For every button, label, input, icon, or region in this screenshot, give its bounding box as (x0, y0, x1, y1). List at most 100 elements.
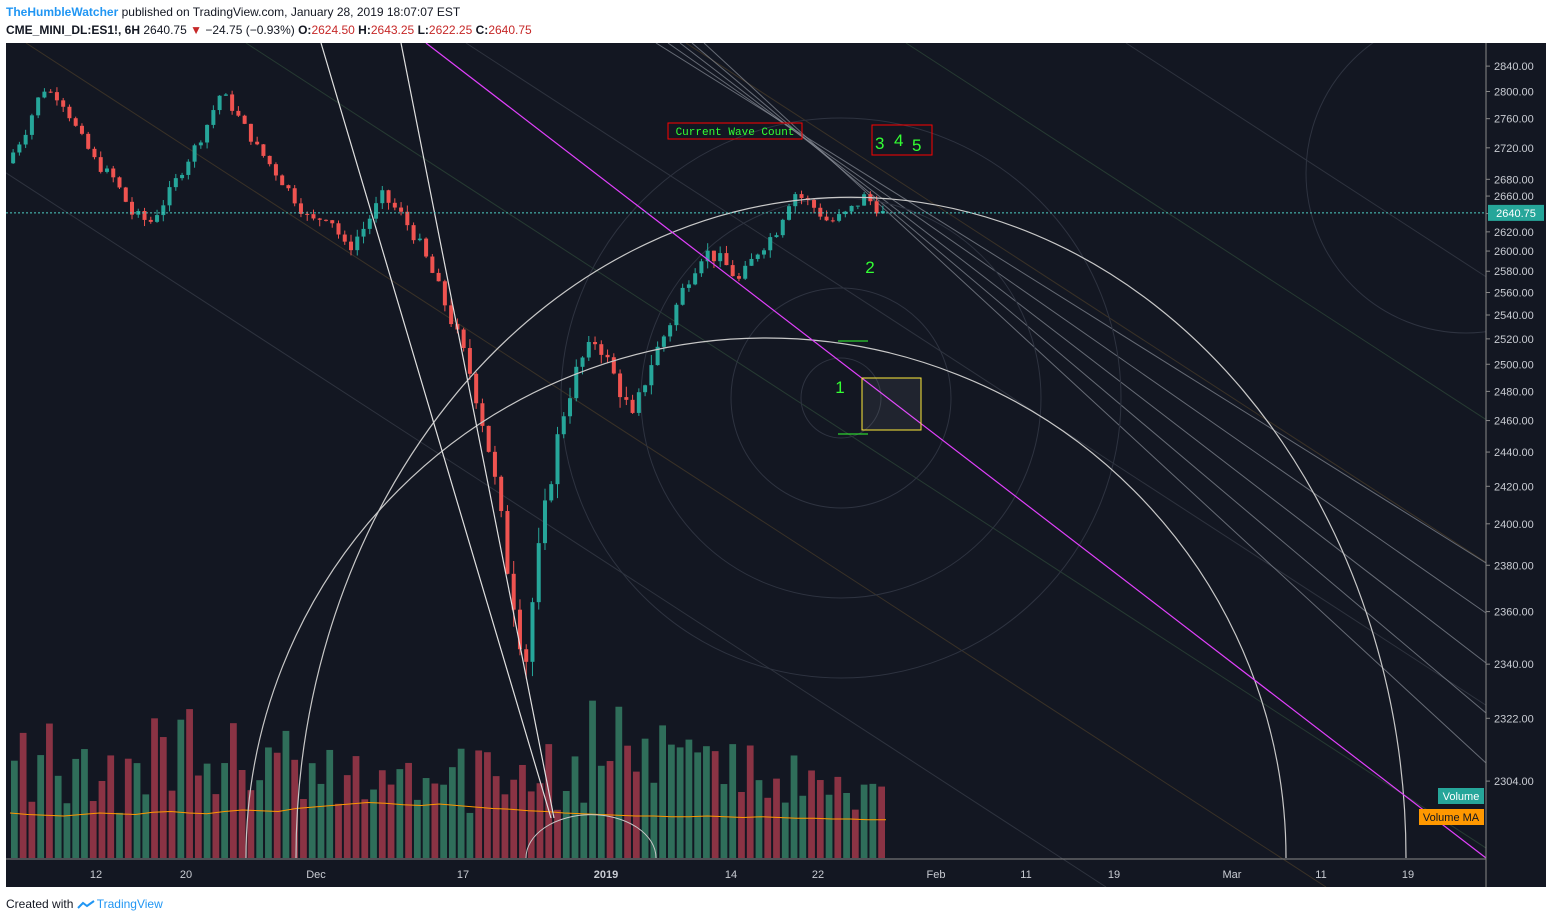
price-tick-label: 2322.00 (1494, 713, 1534, 725)
volume-bar (413, 799, 421, 858)
candle-body (230, 94, 235, 111)
time-tick-label: Dec (306, 869, 326, 881)
high-label: H: (358, 23, 371, 37)
candle-body (630, 399, 635, 413)
candle-body (449, 305, 454, 325)
author-link[interactable]: TheHumbleWatcher (6, 5, 119, 19)
candle-body (411, 225, 416, 241)
candle-body (248, 123, 253, 142)
volume-bar (597, 765, 605, 858)
volume-bar (580, 802, 588, 858)
candle-body (855, 205, 860, 207)
candle-body (724, 253, 729, 266)
volume-bar (370, 789, 377, 858)
candle-body (761, 250, 766, 255)
volume-bar (124, 758, 132, 858)
price-tick-label: 2540.00 (1494, 310, 1534, 322)
published-text: published on TradingView.com, January 28… (121, 5, 461, 19)
candle-body (92, 148, 97, 158)
volume-bar (81, 749, 88, 858)
volume-bar (729, 744, 737, 858)
candle-body (417, 238, 422, 241)
candle-body (267, 155, 272, 165)
chart-area[interactable]: Current Wave Count 3 4 5 2 1 2840.00 2800.00 276… (6, 43, 1546, 887)
volume-bar (431, 783, 439, 858)
candle-body (711, 250, 716, 262)
candle-body (54, 92, 59, 101)
candle-body (436, 272, 441, 282)
volume-bar (335, 803, 342, 858)
candle-body (486, 425, 491, 452)
price-axis[interactable] (1486, 43, 1546, 887)
channel-line (685, 43, 1546, 602)
candle-body (180, 174, 185, 179)
price-tick-label: 2460.00 (1494, 416, 1534, 428)
candle-body (818, 207, 823, 217)
candle-body (568, 398, 573, 417)
last-price: 2640.75 (143, 23, 187, 37)
price-tick-label: 2440.00 (1494, 447, 1534, 459)
volume-bar (300, 799, 307, 858)
volume-bar (405, 762, 412, 858)
target-box[interactable] (861, 377, 922, 431)
volume-bar (562, 791, 570, 858)
price-tick-label: 2380.00 (1494, 560, 1534, 572)
volume-bar (168, 790, 176, 858)
candle-body (605, 354, 610, 358)
price-chart[interactable]: Current Wave Count 3 4 5 2 1 2840.00 2800.00 276… (6, 43, 1546, 887)
channel-line (905, 43, 1546, 460)
price-tick-label: 2340.00 (1494, 659, 1534, 671)
candle-body (636, 392, 641, 413)
legend-volume-text: Volume (1443, 791, 1480, 803)
time-tick-label: Feb (927, 869, 946, 881)
candle-body (837, 214, 842, 221)
volume-bar (194, 775, 202, 858)
tradingview-link[interactable]: TradingView (96, 897, 163, 911)
volume-bar (668, 744, 675, 858)
volume-bar (624, 745, 631, 858)
volume-bar (703, 746, 710, 858)
volume-bar (63, 803, 71, 858)
volume-bar (396, 769, 404, 858)
price-tick-label: 2660.00 (1494, 191, 1534, 203)
footer: Created with TradingView (0, 887, 1551, 922)
candle-body (580, 357, 585, 367)
volume-bar (755, 780, 763, 858)
candle-body (273, 164, 278, 176)
candle-body (36, 97, 41, 116)
time-tick-label: 2019 (594, 869, 618, 881)
candle-body (555, 434, 560, 485)
candle-body (862, 194, 867, 206)
volume-bar (457, 748, 465, 858)
candle-body (336, 223, 341, 235)
volume-bar (475, 750, 483, 858)
candle-body (499, 476, 504, 512)
volume-bar (571, 756, 579, 858)
open-value: 2624.50 (311, 23, 355, 37)
candle-body (236, 110, 241, 116)
volume-bar (440, 784, 447, 858)
volume-bar (159, 737, 167, 858)
symbol-label: CME_MINI_DL:ES1!, 6H (6, 23, 141, 37)
fib-arc-outer (245, 337, 1287, 859)
candle-body (405, 211, 410, 226)
volume-bar (317, 783, 325, 858)
candle-body (242, 115, 247, 124)
candle-body (261, 144, 266, 156)
volume-bar (326, 749, 334, 858)
volume-bar (361, 799, 369, 858)
candle-body (255, 141, 260, 145)
volume-bar (527, 791, 535, 858)
candle-body (392, 202, 397, 208)
volume-bar (273, 752, 281, 858)
wave-number-label: 4 (894, 131, 903, 150)
volume-bar (694, 752, 702, 858)
volume-bar (133, 763, 141, 858)
candle-body (61, 100, 66, 107)
price-tick-label: 2304.00 (1494, 776, 1534, 788)
candle-body (349, 241, 354, 251)
candle-body (211, 110, 216, 125)
candle-body (386, 190, 391, 203)
low-value: 2622.25 (428, 23, 473, 37)
volume-bar (746, 745, 754, 858)
